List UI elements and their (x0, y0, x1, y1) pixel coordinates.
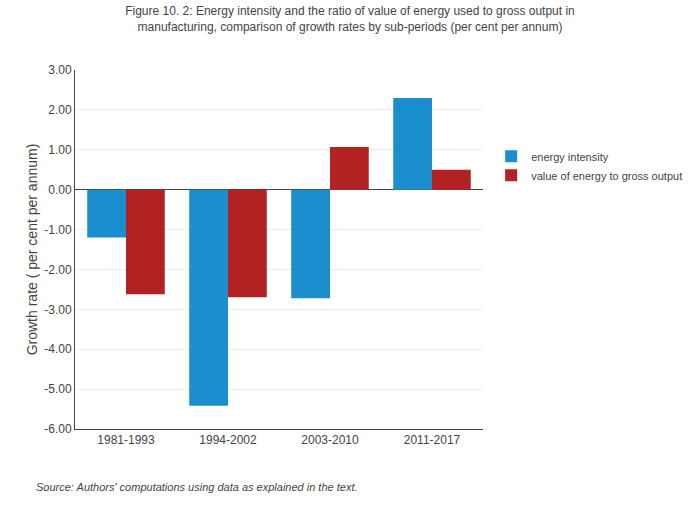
svg-text:2003-2010: 2003-2010 (301, 433, 359, 447)
svg-text:-5.00: -5.00 (44, 382, 72, 396)
svg-text:1.00: 1.00 (48, 143, 72, 157)
svg-text:Source: Authors' computations: Source: Authors' computations using data… (36, 481, 358, 493)
svg-text:-1.00: -1.00 (44, 223, 72, 237)
svg-text:value of energy to gross outpu: value of energy to gross output (531, 170, 682, 182)
svg-text:1981-1993: 1981-1993 (97, 433, 155, 447)
svg-text:1994-2002: 1994-2002 (199, 433, 257, 447)
svg-text:Growth rate ( per cent per ann: Growth rate ( per cent per annum) (24, 144, 40, 356)
svg-text:3.00: 3.00 (48, 63, 72, 77)
svg-text:0.00: 0.00 (48, 183, 72, 197)
svg-text:-3.00: -3.00 (44, 303, 72, 317)
svg-text:energy intensity: energy intensity (531, 151, 609, 163)
svg-text:2011-2017: 2011-2017 (404, 433, 461, 447)
svg-text:2.00: 2.00 (48, 103, 72, 117)
svg-text:-4.00: -4.00 (44, 342, 72, 356)
svg-text:Figure 10. 2: Energy intensity: Figure 10. 2: Energy intensity and the r… (125, 4, 575, 34)
svg-text:-2.00: -2.00 (44, 263, 72, 277)
svg-text:-6.00: -6.00 (44, 422, 72, 436)
